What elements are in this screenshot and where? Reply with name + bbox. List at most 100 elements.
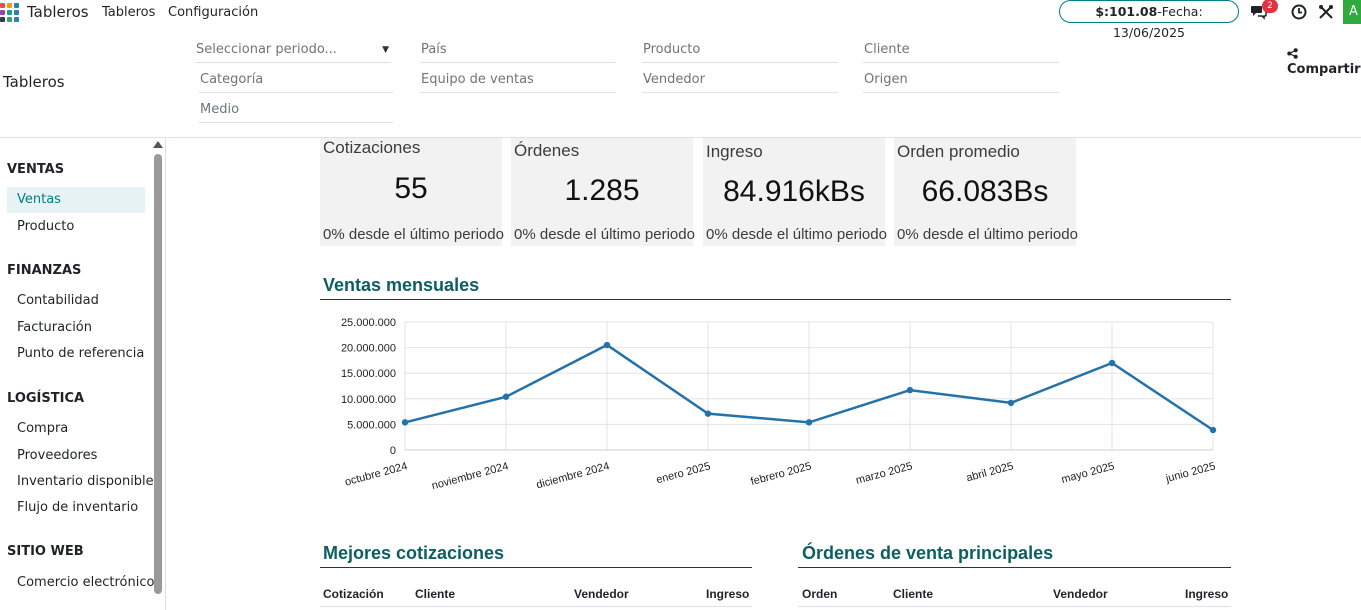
sidebar-scrollbar[interactable] [154,154,162,594]
kpi-change: 0% desde el último periodo [323,226,504,243]
product-filter[interactable]: Producto [642,41,838,63]
sidebar-item-compra[interactable]: Compra [17,421,69,436]
share-label: Compartir [1287,62,1361,77]
sidebar-section-finanzas: FINANZAS [7,263,82,278]
data-point[interactable] [805,419,813,426]
top-quotes-rule [320,567,752,568]
top-orders-rule [798,567,1231,568]
kpi-value: 55 [394,172,428,205]
sidebar-item-flujo-de-inventario[interactable]: Flujo de inventario [17,500,139,515]
top-navbar: Tableros Tableros Configuración $:101.08… [0,0,1361,40]
monthly-sales-title: Ventas mensuales [323,275,480,295]
x-tick-label: noviembre 2024 [430,460,509,492]
control-panel-divider [0,137,1361,138]
data-point[interactable] [1108,359,1116,367]
quotes-header-rule [320,606,752,607]
period-select-value: Seleccionar periodo... [196,42,337,57]
dashboard-sidebar: VENTAS Ventas Producto FINANZAS Contabil… [0,138,166,610]
top-quotes-title: Mejores cotizaciones [323,543,505,563]
app-grid-icon[interactable] [0,3,19,22]
currency-rate-pill[interactable]: $:101.08-Fecha: 13/06/2025 [1059,0,1239,40]
clock-icon[interactable] [1290,3,1308,21]
scroll-up-arrow-icon[interactable] [153,141,163,148]
quotes-col-cliente[interactable]: Cliente [415,587,456,601]
y-tick-label: 5.000.000 [347,419,396,431]
y-tick-label: 10.000.000 [341,394,396,406]
sidebar-item-inventario-disponible[interactable]: Inventario disponible [17,474,154,489]
orders-col-vendedor[interactable]: Vendedor [1053,587,1108,601]
share-icon [1287,48,1298,59]
y-tick-label: 25.000.000 [341,317,396,329]
quotes-col-cotizacion[interactable]: Cotización [323,587,384,601]
sidebar-item-punto-de-referencia[interactable]: Punto de referencia [17,346,145,361]
quotes-col-vendedor[interactable]: Vendedor [574,587,629,601]
data-point[interactable] [603,341,611,349]
orders-col-cliente[interactable]: Cliente [893,587,934,601]
kpi-title: Orden promedio [897,142,1020,161]
medium-filter[interactable]: Medio [199,101,393,123]
x-tick-label: junio 2025 [1164,460,1217,485]
caret-down-icon: ▼ [382,45,389,55]
kpi-value: 66.083Bs [921,175,1049,208]
sidebar-item-producto[interactable]: Producto [17,219,75,234]
period-select[interactable]: Seleccionar periodo... ▼ [195,41,391,63]
rate-date: -Fecha: 13/06/2025 [1112,4,1203,40]
monthly-sales-chart: 0 5.000.000 10.000.000 15.000.000 20.000.000… [341,317,1217,492]
menu-configuracion[interactable]: Configuración [168,5,259,20]
data-point[interactable] [704,410,712,417]
monthly-sales-rule [320,299,1231,300]
kpi-value: 1.285 [564,174,640,207]
category-filter[interactable]: Categoría [199,71,393,93]
sidebar-section-logistica: LOGÍSTICA [7,391,85,406]
sidebar-section-sitio-web: SITIO WEB [7,544,84,559]
kpi-card-ordenes: Órdenes 1.285 0% desde el último periodo [511,138,695,246]
data-point[interactable] [401,419,409,426]
x-tick-label: octubre 2024 [344,460,409,488]
sidebar-item-proveedores[interactable]: Proveedores [17,448,98,463]
x-tick-label: abril 2025 [965,460,1015,484]
data-point[interactable] [906,386,914,394]
quotes-col-ingreso[interactable]: Ingreso [706,587,750,601]
customer-filter[interactable]: Cliente [863,41,1059,63]
country-filter[interactable]: País [420,41,616,63]
x-tick-label: febrero 2025 [749,460,812,488]
sidebar-section-ventas: VENTAS [7,162,65,177]
kpi-change: 0% desde el último periodo [897,226,1078,243]
kpi-title: Órdenes [514,141,580,160]
y-tick-label: 0 [390,445,396,457]
y-tick-label: 15.000.000 [341,368,396,380]
kpi-change: 0% desde el último periodo [514,226,695,243]
menu-tableros[interactable]: Tableros [102,5,156,20]
kpi-card-ingreso: Ingreso 84.916kBs 0% desde el último per… [703,138,887,246]
origin-filter[interactable]: Origen [863,71,1059,93]
kpi-card-orden-promedio: Orden promedio 66.083Bs 0% desde el últi… [894,138,1078,246]
sidebar-active-highlight [7,187,145,213]
orders-col-orden[interactable]: Orden [802,587,838,601]
kpi-value: 84.916kBs [723,175,865,208]
x-tick-label: diciembre 2024 [535,460,611,491]
y-tick-label: 20.000.000 [341,343,396,355]
messages-badge: 2 [1262,0,1278,13]
x-tick-label: marzo 2025 [855,460,914,487]
sidebar-item-comercio-electronico[interactable]: Comercio electrónico [17,575,155,590]
data-point[interactable] [502,393,510,400]
tools-icon[interactable] [1317,3,1335,21]
sidebar-item-contabilidad[interactable]: Contabilidad [17,293,99,308]
sidebar-item-facturacion[interactable]: Facturación [17,320,92,335]
orders-header-rule [798,606,1231,607]
app-brand[interactable]: Tableros [27,3,89,21]
data-point[interactable] [1007,399,1015,407]
user-avatar[interactable]: A [1343,0,1361,24]
sales-team-filter[interactable]: Equipo de ventas [420,71,616,93]
kpi-change: 0% desde el último periodo [706,226,887,243]
top-orders-title: Órdenes de venta principales [802,543,1054,563]
page-title: Tableros [3,73,65,91]
x-tick-label: mayo 2025 [1060,460,1116,486]
x-tick-label: enero 2025 [655,460,712,486]
sidebar-item-ventas[interactable]: Ventas [17,192,61,207]
salesperson-filter[interactable]: Vendedor [642,71,838,93]
share-button[interactable]: Compartir [1287,47,1361,77]
kpi-title: Cotizaciones [323,138,421,157]
orders-col-ingreso[interactable]: Ingreso [1185,587,1229,601]
data-point[interactable] [1209,426,1217,434]
